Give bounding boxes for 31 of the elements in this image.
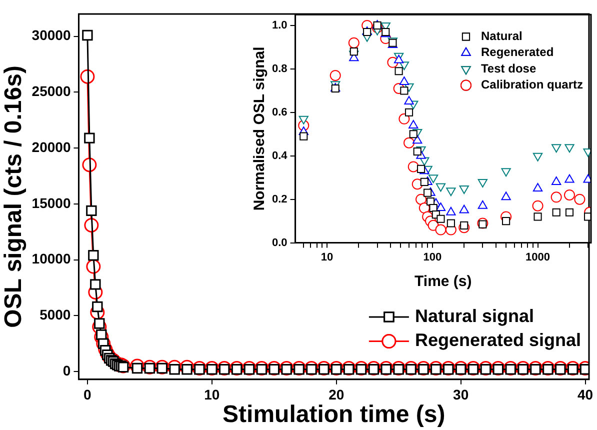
y-tick-label: 5000 xyxy=(40,306,71,323)
y-tick-label: 20000 xyxy=(32,138,71,155)
y-axis-title: OSL signal (cts / 0.16s) xyxy=(0,66,28,328)
x-tick-label: 1000 xyxy=(526,251,550,264)
x-tick-label: 30 xyxy=(453,386,469,403)
x-tick-label: 100 xyxy=(423,251,442,264)
legend-label: Natural signal xyxy=(414,306,534,326)
y-tick-label: 0 xyxy=(62,362,71,378)
x-tick-label: 40 xyxy=(577,386,594,403)
y-tick-label: 10000 xyxy=(32,250,71,267)
y-tick-label: 0.8 xyxy=(272,62,288,75)
legend-label: Regenerated xyxy=(480,45,554,60)
x-axis-title: Time (s) xyxy=(414,273,472,290)
x-tick-label: 20 xyxy=(328,386,344,403)
y-axis-title: Normalised OSL signal xyxy=(251,46,268,211)
y-tick-label: 1.0 xyxy=(272,20,288,32)
x-tick-label: 10 xyxy=(204,386,220,403)
y-tick-label: 0.2 xyxy=(272,193,288,206)
legend-label: Test dose xyxy=(480,61,536,76)
x-tick-label: 0 xyxy=(84,386,92,403)
x-tick-label: 10 xyxy=(320,251,334,264)
legend-label: Natural xyxy=(480,29,522,44)
y-tick-label: 15000 xyxy=(32,194,71,211)
y-tick-label: 30000 xyxy=(32,27,71,44)
x-axis-title: Stimulation time (s) xyxy=(222,401,446,428)
y-tick-label: 0.4 xyxy=(272,150,288,162)
y-tick-label: 0.0 xyxy=(272,236,288,249)
y-tick-label: 25000 xyxy=(32,83,71,100)
legend-label: Regenerated signal xyxy=(414,330,582,350)
y-tick-label: 0.6 xyxy=(272,106,288,118)
legend-label: Calibration quartz xyxy=(480,78,584,92)
